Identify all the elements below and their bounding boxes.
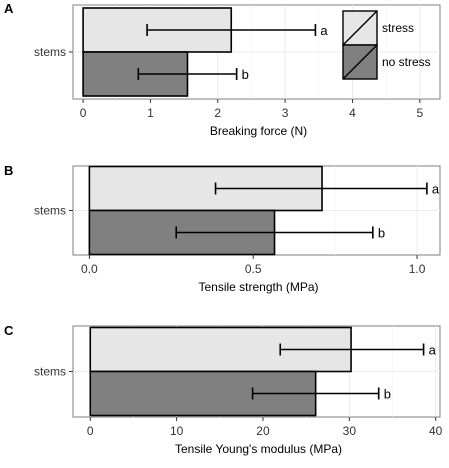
x-tick-label: 4: [349, 106, 356, 120]
x-tick-label: 10: [170, 424, 184, 438]
x-tick-label: 0.0: [81, 262, 98, 276]
x-axis-title: Breaking force (N): [210, 124, 307, 138]
panel-label: C: [4, 323, 14, 338]
x-tick-label: 20: [256, 424, 270, 438]
significance-letter: b: [242, 67, 249, 82]
x-tick-label: 0.5: [245, 262, 262, 276]
x-tick-label: 5: [416, 106, 423, 120]
chart-panel-c: Ca b stems 0 10 20 30 40 Tensile Young's modulus…: [4, 323, 443, 456]
significance-letter: b: [384, 387, 391, 402]
panel-label: A: [4, 1, 14, 16]
legend-label: no stress: [382, 55, 431, 69]
significance-letter: a: [320, 23, 328, 38]
chart-panel-a: Aa b stems 0 1 2 3 4 5 Breaking force (N): [4, 1, 441, 138]
x-axis-title: Tensile Young's modulus (MPa): [175, 442, 342, 456]
y-tick-label: stems: [34, 365, 66, 379]
panel-label: B: [4, 163, 13, 178]
y-tick-label: stems: [34, 204, 66, 218]
legend-key-slash: [342, 10, 378, 46]
x-axis-title: Tensile strength (MPa): [198, 280, 318, 294]
x-tick-label: 1: [147, 106, 154, 120]
legend: stress no stress: [342, 10, 431, 80]
chart-panel-b: Ba b stems 0.0 0.5 1.0 Tensile strength (MPa): [4, 163, 441, 294]
x-tick-label: 1.0: [409, 262, 426, 276]
x-tick-label: 30: [343, 424, 357, 438]
significance-letter: a: [432, 182, 440, 197]
x-tick-label: 0: [87, 424, 94, 438]
x-tick-label: 3: [282, 106, 289, 120]
x-tick-label: 40: [429, 424, 443, 438]
x-tick-label: 0: [80, 106, 87, 120]
significance-letter: a: [429, 343, 437, 358]
legend-label: stress: [382, 21, 414, 35]
legend-key-slash: [342, 44, 378, 80]
y-tick-label: stems: [34, 45, 66, 59]
x-tick-label: 2: [214, 106, 221, 120]
significance-letter: b: [378, 226, 385, 241]
